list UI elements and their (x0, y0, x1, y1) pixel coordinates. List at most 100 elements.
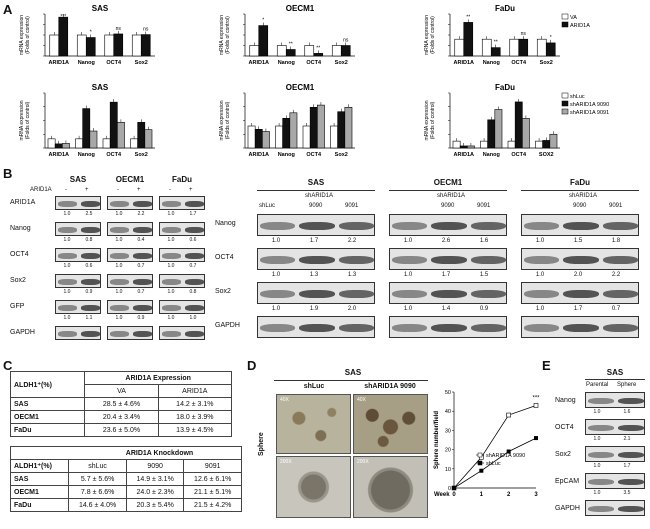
x-tick-label: ARID1A (249, 152, 270, 158)
protein-band (563, 221, 599, 231)
series-line (453, 405, 537, 489)
blot-strip (107, 326, 153, 340)
protein-band (588, 505, 614, 513)
bar (289, 112, 298, 149)
significance-label: * (550, 35, 552, 41)
blot-strip (55, 248, 101, 262)
panel-d-row-label: Sphere (258, 432, 265, 456)
band-quantity: 1.5 (573, 238, 583, 244)
band-quantity: 1.7 (189, 211, 197, 217)
protein-band (338, 289, 374, 299)
panel-label-d: D (247, 358, 257, 373)
protein-band (470, 221, 506, 231)
band-quantity: 1.0 (115, 315, 123, 321)
band-quantity: 1.0 (115, 211, 123, 217)
bar (275, 125, 283, 149)
bar (254, 129, 263, 149)
bar (304, 45, 315, 57)
protein-band (58, 279, 77, 285)
table2-col: shLuc (68, 459, 127, 473)
x-tick-label: Nanog (78, 152, 95, 158)
x-tick-label: OCT4 (106, 152, 122, 158)
lane-label-clone: 9090 (573, 203, 587, 209)
protein-band (588, 397, 614, 405)
table2-corner: ALDH1⁺(%) (9, 459, 70, 473)
bar (54, 143, 63, 149)
y-axis-label: mRNA expression(Folds of control) (219, 15, 231, 55)
band-quantity: 0.9 (85, 289, 93, 295)
protein-band (185, 305, 204, 311)
cell: 14.2 ± 3.1% (157, 397, 233, 411)
cell: 21.1 ± 5.1% (183, 485, 242, 499)
significance-label: ** (316, 45, 320, 51)
significance-label: ns (116, 26, 122, 32)
aldh1-expression-table: ALDH1⁺(%) ARID1A Expression VA ARID1A SAS 2… (9, 371, 233, 437)
x-tick-label: 3 (534, 492, 538, 498)
band-quantity: 1.0 (535, 306, 545, 312)
x-tick-label: ARID1A (249, 60, 270, 66)
sphere-number-line-chart: 0 10 20 30 40 50 0 1 2 3 Week Sphere number/field **… (434, 390, 540, 498)
y-axis-label-line: (Folds of control) (225, 16, 231, 54)
band-quantity: 1.0 (167, 315, 175, 321)
x-tick-label: ARID1A (49, 152, 70, 158)
protein-band (162, 253, 181, 259)
table1-corner: ALDH1⁺(%) (9, 371, 86, 398)
protein-band (81, 279, 100, 285)
bar (545, 42, 556, 57)
bar (104, 34, 115, 57)
band-quantity: 1.6 (479, 238, 489, 244)
band-quantity: 0.8 (189, 289, 197, 295)
blot-strip (107, 248, 153, 262)
x-tick-label: Nanog (278, 152, 295, 158)
table-row: SAS 28.5 ± 4.6% 14.2 ± 3.1% (9, 397, 233, 411)
legend-label: shLuc (570, 94, 585, 100)
x-tick-label: Nanog (78, 60, 95, 66)
legend-swatch (561, 92, 569, 99)
blot-strip (521, 214, 639, 236)
legend-marker (477, 460, 483, 466)
band-quantity: 0.4 (137, 237, 145, 243)
band-quantity: 1.5 (479, 272, 489, 278)
protein-band (133, 331, 152, 337)
bar (282, 118, 291, 149)
protein-band (392, 221, 428, 231)
bar (490, 47, 501, 57)
blot-row-label: Nanog (215, 220, 236, 227)
band-quantity: 0.9 (137, 315, 145, 321)
band-quantity: 1.0 (593, 436, 601, 442)
band-quantity: 3.5 (623, 490, 631, 496)
bar (285, 49, 296, 57)
bar-chart: SAS mRNA expression(Folds of control) ARID… (19, 4, 155, 66)
bar (514, 101, 523, 149)
cell: 20.4 ± 3.4% (84, 410, 159, 424)
blot-row-label: OCT4 (215, 254, 234, 261)
band-quantity: 1.0 (535, 272, 545, 278)
band-quantity: 0.8 (85, 237, 93, 243)
y-axis-label-line: mRNA expression (219, 100, 225, 140)
bar (276, 45, 287, 57)
protein-band (338, 255, 374, 265)
y-axis-label-line: (Folds of control) (430, 101, 436, 139)
bar (85, 37, 96, 57)
protein-band (392, 323, 428, 333)
blot-strip (159, 248, 205, 262)
bar (49, 34, 60, 57)
significance-label: ns (521, 31, 527, 37)
protein-band (618, 397, 644, 405)
lane-sign: - (65, 187, 67, 193)
cell: 14.9 ± 3.1% (125, 472, 185, 486)
band-quantity: 1.0 (115, 263, 123, 269)
legend-swatch (561, 100, 569, 107)
bar (340, 45, 351, 57)
lane-label-clone: 9090 (309, 203, 323, 209)
band-quantity: 2.6 (441, 238, 451, 244)
protein-band (133, 227, 152, 233)
bar (117, 122, 125, 149)
legend-marker (477, 452, 483, 458)
protein-band (299, 289, 335, 299)
data-point (452, 486, 456, 490)
blot-row-label: Sox2 (555, 451, 571, 458)
protein-band (133, 279, 152, 285)
significance-label: ns (143, 27, 149, 33)
bar-chart: OECM1 mRNA expression(Folds of control) AR… (219, 83, 355, 158)
